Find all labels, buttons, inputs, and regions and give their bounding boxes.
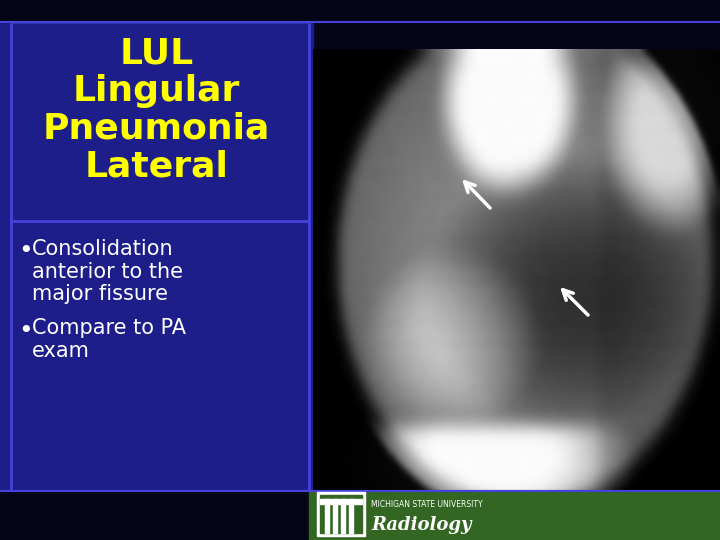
Text: exam: exam xyxy=(32,341,90,361)
Text: Lingular: Lingular xyxy=(73,74,240,108)
Text: Radiology: Radiology xyxy=(371,516,472,534)
Bar xyxy=(341,499,345,533)
Bar xyxy=(349,499,353,533)
Text: Lateral: Lateral xyxy=(84,149,228,183)
Text: major fissure: major fissure xyxy=(32,284,168,304)
Text: •: • xyxy=(18,319,32,342)
Text: •: • xyxy=(18,239,32,263)
Bar xyxy=(0,491,720,540)
Text: Consolidation: Consolidation xyxy=(32,239,174,259)
Bar xyxy=(317,492,365,536)
Bar xyxy=(320,499,362,504)
Text: LUL: LUL xyxy=(120,36,194,70)
Bar xyxy=(0,22,313,491)
Bar xyxy=(309,491,720,540)
Bar xyxy=(0,0,720,22)
Text: MICHIGAN STATE UNIVERSITY: MICHIGAN STATE UNIVERSITY xyxy=(371,500,482,509)
Bar xyxy=(320,495,362,533)
Bar xyxy=(333,499,337,533)
Text: anterior to the: anterior to the xyxy=(32,261,183,281)
Text: Compare to PA: Compare to PA xyxy=(32,319,186,339)
Text: Pneumonia: Pneumonia xyxy=(42,111,270,145)
Bar xyxy=(325,499,329,533)
